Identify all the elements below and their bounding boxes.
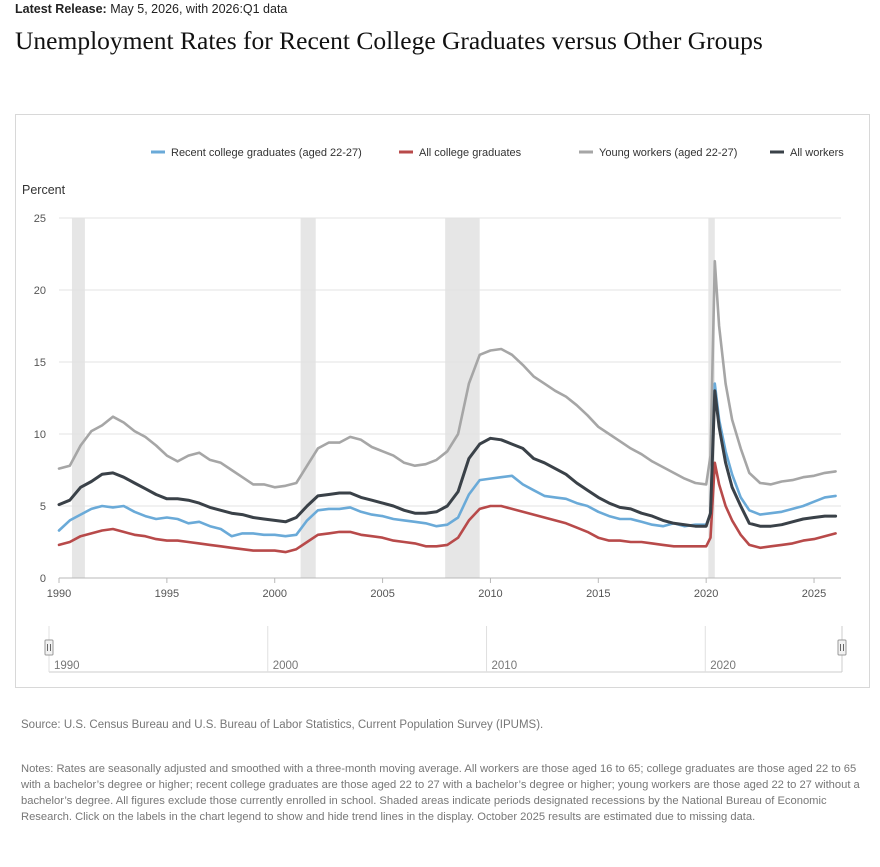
y-tick-label: 5 xyxy=(40,501,46,513)
y-tick-label: 25 xyxy=(34,213,46,225)
page-title: Unemployment Rates for Recent College Gr… xyxy=(15,26,763,55)
x-tick-label: 2000 xyxy=(262,588,286,600)
x-tick-label: 2005 xyxy=(370,588,394,600)
legend-item[interactable]: All workers xyxy=(770,147,844,159)
notes-text: Notes: Rates are seasonally adjusted and… xyxy=(21,763,860,823)
series-line xyxy=(57,259,837,489)
y-tick-label: 20 xyxy=(34,285,46,297)
release-label: Latest Release: xyxy=(15,2,107,16)
navigator-label: 1990 xyxy=(54,660,80,672)
navigator-handle-left[interactable] xyxy=(44,639,54,656)
series-line xyxy=(57,389,838,528)
recession-band xyxy=(71,218,85,578)
legend-label: Recent college graduates (aged 22-27) xyxy=(171,147,362,159)
x-tick-label: 2015 xyxy=(586,588,610,600)
navigator-label: 2020 xyxy=(710,660,736,672)
legend-item[interactable]: Young workers (aged 22-27) xyxy=(579,147,737,159)
x-tick-label: 2010 xyxy=(478,588,502,600)
release-text: May 5, 2026, with 2026:Q1 data xyxy=(106,2,288,16)
y-tick-label: 15 xyxy=(34,357,46,369)
legend-label: All workers xyxy=(790,147,844,159)
handle-body xyxy=(837,639,847,656)
y-axis-label: Percent xyxy=(22,183,66,197)
legend-label: All college graduates xyxy=(419,147,522,159)
recession-band xyxy=(300,218,316,578)
legend-item[interactable]: Recent college graduates (aged 22-27) xyxy=(151,147,362,159)
legend-label: Young workers (aged 22-27) xyxy=(599,147,737,159)
chart-panel: 0 5 10 15 20 25 Percent 1990 1995 2000 2005 2010 201… xyxy=(15,114,870,688)
latest-release: Latest Release: May 5, 2026, with 2026:Q… xyxy=(15,2,287,16)
x-tick-label: 2020 xyxy=(694,588,718,600)
x-tick-label: 1995 xyxy=(155,588,179,600)
y-tick-label: 10 xyxy=(34,429,46,441)
handle-body xyxy=(44,639,54,656)
navigator-label: 2000 xyxy=(273,660,299,672)
series-line xyxy=(57,461,837,554)
source-note: Source: U.S. Census Bureau and U.S. Bure… xyxy=(21,719,544,731)
x-tick-label: 1990 xyxy=(47,588,71,600)
navigator-label: 2010 xyxy=(492,660,518,672)
x-tick-label: 2025 xyxy=(802,588,826,600)
y-tick-label: 0 xyxy=(40,573,46,585)
legend-item[interactable]: All college graduates xyxy=(399,147,522,159)
navigator-handle-right[interactable] xyxy=(837,639,847,656)
recession-band xyxy=(445,218,480,578)
